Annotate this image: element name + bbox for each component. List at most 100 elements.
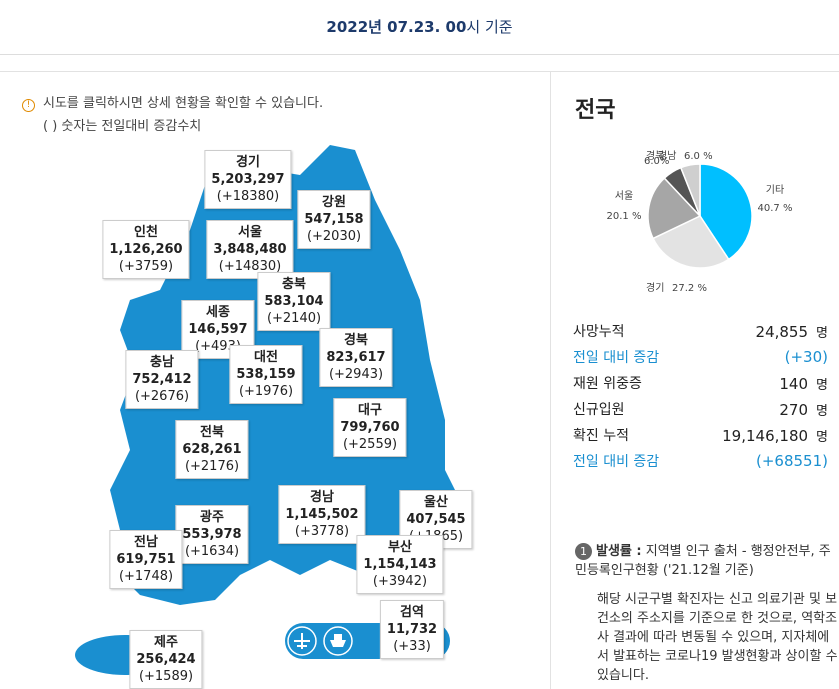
region-box[interactable]: 전북 628,261 (+2176)	[175, 420, 249, 479]
stat-row: 재원 위중증 140 명	[573, 370, 828, 396]
stat-value: (+30)	[784, 348, 828, 366]
footnote-number: 1	[575, 543, 592, 560]
region-name: 광주	[200, 510, 224, 525]
region-total: 538,159	[236, 367, 296, 382]
region-box[interactable]: 서울 3,848,480 (+14830)	[206, 220, 294, 279]
region-change: (+1976)	[238, 384, 294, 399]
region-change: (+18380)	[216, 189, 280, 204]
region-change: (+2030)	[306, 229, 362, 244]
region-total: 5,203,297	[211, 172, 285, 187]
region-box[interactable]: 전남 619,751 (+1748)	[109, 530, 183, 589]
footnote-term: 발생률 :	[596, 544, 642, 559]
region-name: 울산	[424, 495, 448, 510]
footnote-body: 해당 시군구별 확진자는 신고 의료기관 및 보건소의 주소지를 기준으로 한 …	[597, 592, 838, 683]
stat-value: 140	[779, 374, 809, 393]
region-total: 752,412	[132, 372, 192, 387]
region-total: 256,424	[136, 652, 196, 667]
region-box[interactable]: 대전 538,159 (+1976)	[229, 345, 303, 404]
info: ! 시도를 클릭하시면 상세 현황을 확인할 수 있습니다. ( ) 숫자는 전일…	[22, 92, 323, 138]
separator	[0, 71, 839, 72]
stat-label: 사망누적	[573, 324, 625, 340]
region-box[interactable]: 충북 583,104 (+2140)	[257, 272, 331, 331]
stat-row: 사망누적 24,855 명	[573, 318, 828, 344]
region-box[interactable]: 검역 11,732 (+33)	[379, 600, 445, 659]
footnote-source: 지역별 인구 출처 - 행정안전부, 주민등록인구현황 ('21.12월 기준)	[575, 544, 831, 578]
region-total: 146,597	[188, 322, 248, 337]
pie-slice	[652, 215, 730, 269]
pie-label: 경기	[646, 281, 664, 294]
region-total: 799,760	[340, 420, 400, 435]
region-total: 407,545	[406, 512, 466, 527]
region-change: (+2943)	[328, 367, 384, 382]
stat-unit: 명	[816, 377, 828, 393]
region-box[interactable]: 강원 547,158 (+2030)	[297, 190, 371, 249]
region-box[interactable]: 대구 799,760 (+2559)	[333, 398, 407, 457]
stat-label: 전일 대비 증감	[573, 350, 660, 366]
region-name: 전북	[200, 425, 224, 440]
region-change: (+1589)	[138, 669, 194, 684]
region-total: 628,261	[182, 442, 242, 457]
region-name: 부산	[388, 540, 412, 555]
region-box[interactable]: 충남 752,412 (+2676)	[125, 350, 199, 409]
stat-value: 270	[779, 400, 809, 419]
stat-row: 신규입원 270 명	[573, 396, 828, 422]
region-total: 11,732	[386, 622, 438, 637]
stat-row: 전일 대비 증감 (+30)	[573, 344, 828, 370]
region-change: (+2676)	[134, 389, 190, 404]
region-name: 충남	[150, 355, 174, 370]
stat-value: (+68551)	[756, 452, 828, 470]
footnote-head: 1 발생률 : 지역별 인구 출처 - 행정안전부, 주민등록인구현황 ('21.…	[575, 542, 839, 580]
stat-value-wrap: (+30)	[785, 348, 828, 366]
region-change: (+1748)	[118, 569, 174, 584]
region-total: 1,154,143	[363, 557, 437, 572]
region-change: (+2176)	[184, 459, 240, 474]
separator	[550, 72, 551, 689]
region-box[interactable]: 인천 1,126,260 (+3759)	[102, 220, 190, 279]
region-box[interactable]: 제주 256,424 (+1589)	[129, 630, 203, 689]
region-name: 검역	[400, 605, 424, 620]
region-name: 대전	[254, 350, 278, 365]
region-box[interactable]: 경남 1,145,502 (+3778)	[278, 485, 366, 544]
region-total: 823,617	[326, 350, 386, 365]
region-box[interactable]: 경북 823,617 (+2943)	[319, 328, 393, 387]
region-name: 강원	[322, 195, 346, 210]
region-change: (+1634)	[184, 544, 240, 559]
region-name: 경북	[344, 333, 368, 348]
region-box[interactable]: 광주 553,978 (+1634)	[175, 505, 249, 564]
stat-row: 확진 누적 19,146,180 명	[573, 422, 828, 448]
pie-label: 경북	[646, 149, 664, 162]
notice: ! 시도를 클릭하시면 상세 현황을 확인할 수 있습니다.	[22, 92, 323, 115]
region-change: (+2559)	[342, 437, 398, 452]
pie-label: 경남	[658, 149, 676, 162]
region-box[interactable]: 부산 1,154,143 (+3942)	[356, 535, 444, 594]
region-total: 3,848,480	[213, 242, 287, 257]
stat-label: 신규입원	[573, 402, 625, 418]
region-total: 1,145,502	[285, 507, 359, 522]
region-name: 전남	[134, 535, 158, 550]
region-change: (+2140)	[266, 311, 322, 326]
pie-label: 서울	[615, 190, 633, 202]
region-change: (+3942)	[372, 574, 428, 589]
stat-value-wrap: 140 명	[779, 374, 828, 393]
date: 2022년 07.23. 00	[326, 18, 467, 36]
region-total: 583,104	[264, 294, 324, 309]
national-title: 전국	[575, 98, 616, 123]
region-box[interactable]: 경기 5,203,297 (+18380)	[204, 150, 292, 209]
region-total: 547,158	[304, 212, 364, 227]
region-total: 619,751	[116, 552, 176, 567]
region-change: (+14830)	[218, 259, 282, 274]
region-name: 세종	[206, 305, 230, 320]
region-name: 경기	[236, 155, 260, 170]
stat-label: 재원 위중증	[573, 376, 642, 392]
region-total: 553,978	[182, 527, 242, 542]
notice-text: 시도를 클릭하시면 상세 현황을 확인할 수 있습니다.	[43, 96, 324, 111]
pie-label: 20.1 %	[607, 211, 642, 222]
stat-value-wrap: 270 명	[779, 400, 828, 419]
stat-value: 19,146,180	[722, 426, 809, 445]
pie-slice	[647, 177, 702, 240]
pie-label: 40.7 %	[758, 203, 793, 214]
region-name: 인천	[134, 225, 158, 240]
region-change: (+3778)	[294, 524, 350, 539]
stat-value: 24,855	[755, 322, 809, 341]
